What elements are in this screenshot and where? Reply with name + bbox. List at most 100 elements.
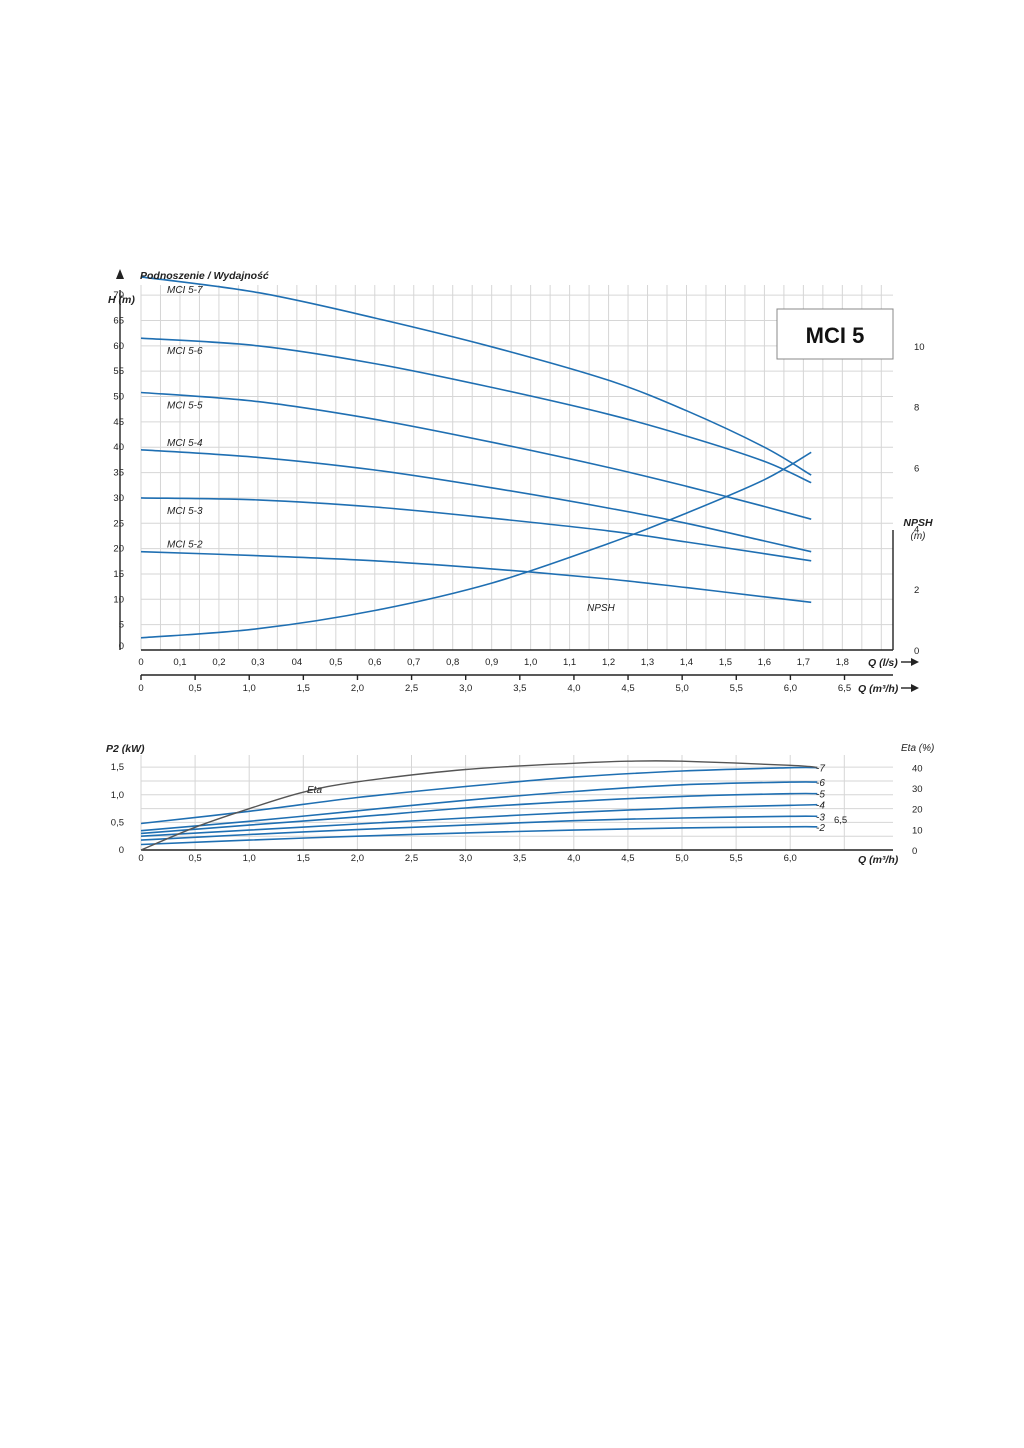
- x2-tick-label: 4,5: [621, 683, 634, 694]
- x-tick-label: 5,5: [729, 853, 742, 864]
- x2-tick-label: 3,5: [513, 683, 526, 694]
- x-tick-label: 1,7: [797, 657, 810, 668]
- x2-tick-label: 2,5: [405, 683, 418, 694]
- x-axis-label: Q (m³/h): [858, 854, 899, 866]
- head-curve-mci-5-7: [140, 276, 812, 476]
- x-tick-label: 2,5: [405, 853, 418, 864]
- x-tick-label: 1,5: [297, 853, 310, 864]
- x-axis-label-m3h: Q (m³/h): [858, 683, 899, 695]
- y-tick-label: 15: [113, 569, 124, 580]
- y-tick-label: 0,5: [111, 817, 124, 828]
- x-tick-label: 0,5: [329, 657, 342, 668]
- x2-tick-label: 0: [138, 683, 143, 694]
- y-tick-label: 70: [113, 290, 124, 301]
- x-tick-label: 4,5: [621, 853, 634, 864]
- x-tick-label: 1,4: [680, 657, 693, 668]
- eta-curve-label: Eta: [307, 785, 322, 796]
- power-curve-6: [140, 781, 818, 832]
- power-series-label: -3: [816, 812, 825, 823]
- series-label: MCI 5-7: [167, 285, 203, 296]
- x-tick-label: 1,0: [524, 657, 537, 668]
- x-tick-label: 0: [138, 657, 143, 668]
- y-tick-label: 55: [113, 366, 124, 377]
- x-tick-label: 0: [138, 853, 143, 864]
- x-tick-label: 3,5: [513, 853, 526, 864]
- y-tick-label: 60: [113, 341, 124, 352]
- x2-tick-label: 1,5: [297, 683, 310, 694]
- x-tick-label: 1,6: [758, 657, 771, 668]
- y-tick-label: 35: [113, 468, 124, 479]
- y2-tick-label: 2: [914, 585, 919, 596]
- x-tick-label: 0,2: [212, 657, 225, 668]
- y-tick-label: 1,0: [111, 790, 124, 801]
- model-title: MCI 5: [806, 323, 865, 348]
- x2-tick-label: 4,0: [567, 683, 580, 694]
- x2-axis-arrow-icon: [911, 684, 919, 692]
- head-curve-mci-5-3: [140, 497, 812, 562]
- power-curve-2: [140, 825, 818, 846]
- x-tick-label: 4,0: [567, 853, 580, 864]
- x-tick-label: 0,3: [251, 657, 264, 668]
- y-tick-label: 0: [119, 845, 124, 856]
- x-tick-label: 04: [292, 657, 303, 668]
- power-curve-3: [140, 815, 818, 841]
- y-tick-label: 0: [119, 641, 124, 652]
- x-tick-label: 1,2: [602, 657, 615, 668]
- x-tick-label: 1,1: [563, 657, 576, 668]
- power-series-label: -7: [816, 764, 825, 775]
- y-tick-label: 65: [113, 315, 124, 326]
- y-axis-arrow-icon: [116, 269, 124, 279]
- x2-tick-label: 0,5: [189, 683, 202, 694]
- top-chart-title: Podnoszenie / Wydajność: [140, 270, 269, 282]
- series-label: MCI 5-4: [167, 438, 203, 449]
- x-tick-label: 1,8: [836, 657, 849, 668]
- x2-tick-label: 5,0: [676, 683, 689, 694]
- y2-tick-label: 40: [912, 763, 923, 774]
- x-tick-label: 1,5: [719, 657, 732, 668]
- y-axis-label: P2 (kW): [106, 743, 145, 755]
- head-curve-mci-5-2: [140, 550, 812, 604]
- y2-tick-label: 30: [912, 784, 923, 795]
- y2-axis-label: Eta (%): [901, 743, 934, 754]
- x-tick-label: 2,0: [351, 853, 364, 864]
- y2-axis-label: NPSH: [903, 517, 933, 529]
- x-tick-label: 0,8: [446, 657, 459, 668]
- series-label: MCI 5-5: [167, 400, 203, 411]
- model-title-box: [776, 308, 894, 360]
- series-label: MCI 5-6: [167, 346, 203, 357]
- x-axis-label-ls: Q (l/s): [868, 657, 898, 669]
- y2-tick-label: 20: [912, 805, 923, 816]
- npsh-curve: [140, 451, 812, 639]
- npsh-curve-label: NPSH: [587, 603, 616, 614]
- power-series-label: -2: [816, 823, 825, 834]
- x-tick-label: 1,3: [641, 657, 654, 668]
- y-tick-label: 10: [113, 594, 124, 605]
- x2-tick-label: 6,0: [784, 683, 797, 694]
- power-curve-5: [140, 792, 818, 835]
- x-axis-arrow-icon: [911, 658, 919, 666]
- y-tick-label: 25: [113, 518, 124, 529]
- x-tick-label: 0,1: [173, 657, 186, 668]
- head-curve-mci-5-4: [140, 449, 812, 553]
- y-tick-label: 45: [113, 417, 124, 428]
- power-series-label: -6: [816, 778, 825, 789]
- head-curve-mci-5-5: [140, 391, 812, 520]
- y-tick-label: 5: [119, 620, 124, 631]
- y-tick-label: 1,5: [111, 762, 124, 773]
- y2-tick-label: 10: [914, 342, 925, 353]
- x2-tick-label: 3,0: [459, 683, 472, 694]
- y2-axis-unit: (m): [911, 531, 926, 542]
- y2-tick-label: 10: [912, 825, 923, 836]
- x-tick-label: 0,9: [485, 657, 498, 668]
- power-curve-4: [140, 803, 818, 837]
- y-tick-label: 40: [113, 442, 124, 453]
- y2-tick-label: 6: [914, 464, 919, 475]
- x-tick-label: 5,0: [675, 853, 688, 864]
- series-label: MCI 5-2: [167, 540, 203, 551]
- power-series-label: -5: [816, 790, 825, 801]
- x-tick-label: 0,5: [188, 853, 201, 864]
- y2-tick-label: 0: [912, 846, 917, 857]
- y-tick-label: 50: [113, 392, 124, 403]
- y2-tick-label: 0: [914, 646, 919, 657]
